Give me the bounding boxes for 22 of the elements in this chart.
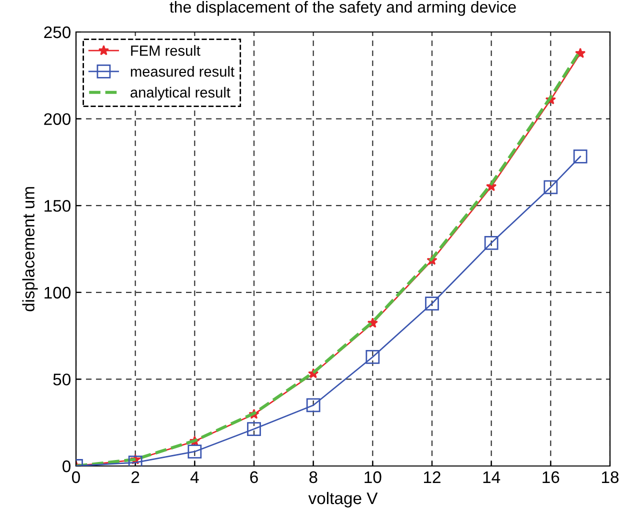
legend-label: FEM result bbox=[131, 45, 200, 56]
y-tick-label: 200 bbox=[44, 113, 70, 126]
chart-title: the displacement of the safety and arming device bbox=[170, 0, 516, 16]
x-tick-label: 12 bbox=[424, 471, 440, 483]
x-axis-title: voltage V bbox=[308, 492, 378, 508]
legend-label: measured result bbox=[130, 66, 234, 77]
x-tick-label: 0 bbox=[72, 471, 80, 484]
x-tick-label: 6 bbox=[250, 471, 258, 484]
y-axis-title: displacement um bbox=[22, 187, 38, 312]
y-tick-label: 0 bbox=[62, 460, 70, 472]
x-tick-label: 2 bbox=[132, 471, 140, 483]
y-tick-label: 100 bbox=[44, 286, 70, 299]
x-tick-label: 8 bbox=[309, 471, 318, 484]
y-tick-label: 150 bbox=[44, 200, 70, 212]
x-tick-label: 18 bbox=[602, 471, 619, 484]
x-tick-label: 4 bbox=[190, 471, 199, 483]
legend-label: analytical result bbox=[130, 86, 230, 100]
x-tick-label: 16 bbox=[542, 471, 560, 484]
x-tick-label: 14 bbox=[483, 471, 500, 483]
y-tick-label: 50 bbox=[53, 374, 70, 386]
x-tick-label: 10 bbox=[364, 471, 382, 484]
y-tick-label: 250 bbox=[44, 26, 70, 38]
